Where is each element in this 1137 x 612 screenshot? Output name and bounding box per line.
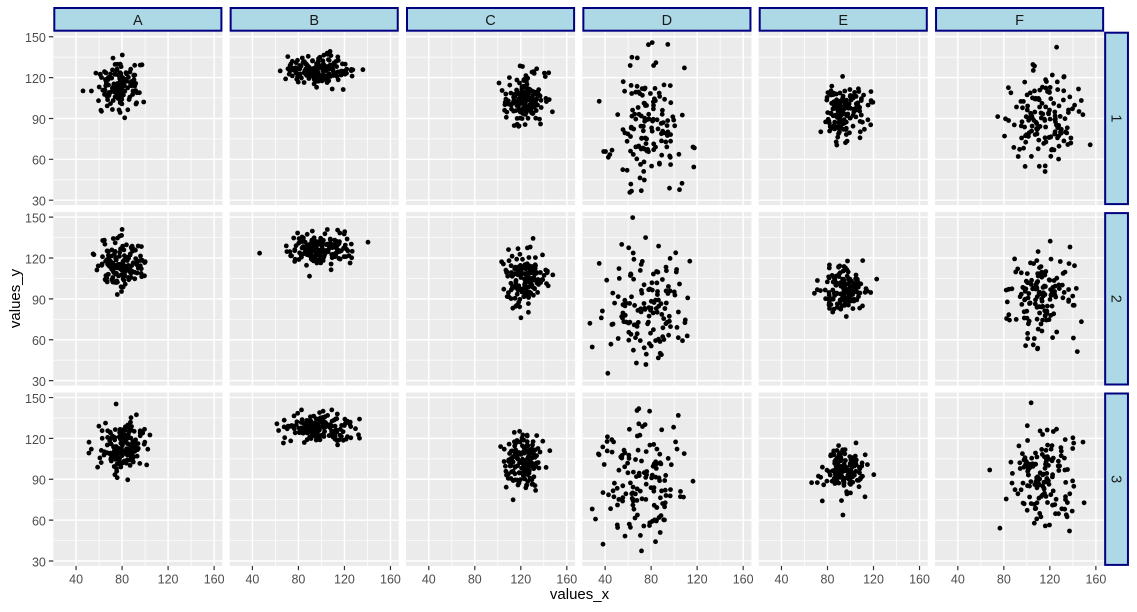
svg-text:40: 40: [951, 573, 965, 587]
svg-text:120: 120: [158, 573, 179, 587]
svg-text:120: 120: [25, 252, 46, 266]
svg-text:120: 120: [863, 573, 884, 587]
svg-text:E: E: [838, 13, 848, 29]
svg-text:80: 80: [997, 573, 1011, 587]
svg-text:values_y: values_y: [7, 268, 24, 328]
svg-text:160: 160: [733, 573, 754, 587]
svg-text:values_x: values_x: [550, 586, 610, 603]
svg-text:120: 120: [1039, 573, 1060, 587]
svg-text:120: 120: [510, 573, 531, 587]
svg-text:F: F: [1015, 13, 1024, 29]
svg-text:90: 90: [32, 113, 46, 127]
svg-text:60: 60: [32, 154, 46, 168]
svg-text:1: 1: [1107, 114, 1123, 122]
svg-text:80: 80: [821, 573, 835, 587]
svg-text:C: C: [485, 13, 495, 29]
svg-text:3: 3: [1107, 475, 1123, 483]
svg-text:90: 90: [32, 293, 46, 307]
svg-text:150: 150: [25, 31, 46, 45]
svg-text:160: 160: [380, 573, 401, 587]
svg-text:120: 120: [25, 433, 46, 447]
svg-text:40: 40: [775, 573, 789, 587]
svg-text:80: 80: [291, 573, 305, 587]
svg-text:120: 120: [687, 573, 708, 587]
svg-text:40: 40: [598, 573, 612, 587]
svg-text:30: 30: [32, 195, 46, 209]
svg-text:2: 2: [1107, 295, 1123, 303]
svg-text:60: 60: [32, 515, 46, 529]
svg-text:160: 160: [909, 573, 930, 587]
svg-text:150: 150: [25, 392, 46, 406]
svg-text:80: 80: [468, 573, 482, 587]
svg-text:160: 160: [204, 573, 225, 587]
svg-text:60: 60: [32, 334, 46, 348]
svg-text:120: 120: [25, 72, 46, 86]
svg-text:A: A: [133, 13, 143, 29]
svg-text:B: B: [309, 13, 319, 29]
svg-text:160: 160: [1085, 573, 1106, 587]
svg-text:150: 150: [25, 212, 46, 226]
svg-text:30: 30: [32, 375, 46, 389]
svg-text:90: 90: [32, 474, 46, 488]
svg-text:80: 80: [115, 573, 129, 587]
svg-text:D: D: [662, 13, 672, 29]
svg-text:160: 160: [556, 573, 577, 587]
svg-text:40: 40: [245, 573, 259, 587]
svg-text:80: 80: [644, 573, 658, 587]
svg-text:40: 40: [69, 573, 83, 587]
svg-text:40: 40: [422, 573, 436, 587]
svg-text:120: 120: [334, 573, 355, 587]
svg-text:30: 30: [32, 555, 46, 569]
